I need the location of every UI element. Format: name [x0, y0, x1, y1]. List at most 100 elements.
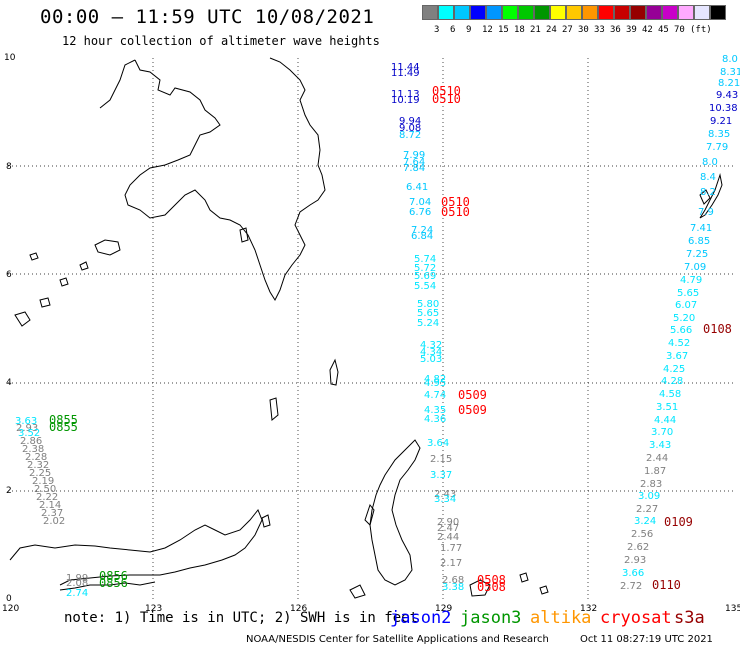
legend-label: 18: [514, 25, 525, 35]
wave-height-value: 4.95: [424, 378, 446, 389]
pass-time-labels: 0510051005100510050905090508050801080109…: [49, 84, 732, 594]
wave-height-value: 3.67: [666, 351, 688, 362]
x-tick-label: 129: [435, 604, 452, 614]
wave-height-value: 5.80: [417, 299, 439, 310]
legend-label: 12: [482, 25, 493, 35]
wave-height-value: 11.44: [391, 62, 420, 73]
wave-height-value: 4.52: [668, 338, 690, 349]
x-tick-label: 132: [580, 604, 597, 614]
wave-height-value: 3.63: [15, 416, 37, 427]
wave-height-value: 4.36: [424, 414, 446, 425]
legend-swatch: [518, 5, 534, 20]
wave-height-value: 3.34: [434, 494, 456, 505]
wave-height-value: 8.21: [718, 78, 740, 89]
legend-label: 70: [674, 25, 685, 35]
wave-height-value: 7.04: [409, 197, 431, 208]
legend-label: (ft): [690, 25, 712, 35]
wave-height-value: 1.77: [440, 543, 462, 554]
x-tick-label: 135: [725, 604, 740, 614]
wave-height-value: 5.20: [673, 313, 695, 324]
wave-height-value: 2.28: [25, 452, 47, 463]
wave-height-value: 8.4: [700, 172, 716, 183]
wave-height-value: 8.35: [708, 129, 730, 140]
legend-label: 30: [578, 25, 589, 35]
wave-height-value: 8.31: [720, 67, 740, 78]
legend-swatch: [710, 5, 726, 20]
wave-height-value: 4.58: [659, 389, 681, 400]
wave-height-value: 2.02: [43, 516, 65, 527]
wave-height-value: 2.15: [430, 454, 452, 465]
wave-height-value: 9.08: [399, 123, 421, 134]
wave-height-value: 9.94: [399, 116, 421, 127]
wave-height-value: 5.54: [414, 281, 436, 292]
legend-swatch: [550, 5, 566, 20]
wave-height-value: 3.64: [427, 438, 449, 449]
chart-subtitle: 12 hour collection of altimeter wave hei…: [62, 34, 380, 48]
wave-height-value: 3.66: [622, 568, 644, 579]
wave-height-value: 4.35: [424, 405, 446, 416]
legend-swatch: [470, 5, 486, 20]
x-tick-label: 120: [2, 604, 19, 614]
wave-height-value: 2.25: [29, 468, 51, 479]
legend-sat-cryosat: cryosat: [600, 608, 672, 628]
y-tick-label: 10: [4, 53, 16, 63]
wave-height-value: 5.74: [414, 254, 436, 265]
legend-label: 42: [642, 25, 653, 35]
y-tick-label: 2: [6, 486, 12, 496]
legend-swatch: [678, 5, 694, 20]
wave-height-value: 2.37: [41, 508, 63, 519]
pass-time-label: 0856: [99, 576, 128, 590]
wave-height-value: 2.74: [66, 588, 88, 599]
wave-height-value: 2.32: [27, 460, 49, 471]
wave-height-value: 2.93: [624, 555, 646, 566]
legend-swatch: [630, 5, 646, 20]
wave-height-value: 2.83: [640, 479, 662, 490]
wave-height-value: 2.44: [437, 532, 459, 543]
wave-height-value: 8.0: [702, 157, 718, 168]
pass-time-label: 0110: [652, 578, 681, 592]
pass-time-label: 0509: [458, 388, 487, 402]
legend-label: 39: [626, 25, 637, 35]
wave-height-value: 5.72: [414, 263, 436, 274]
generated-timestamp: Oct 11 08:27:19 UTC 2021: [580, 634, 713, 645]
units-note: note: 1) Time is in UTC; 2) SWH is in fe…: [64, 610, 419, 626]
wave-height-value: 3.24: [634, 516, 656, 527]
wave-height-value: 3.38: [442, 582, 464, 593]
legend-label: 24: [546, 25, 557, 35]
wave-height-value: 8.0: [722, 54, 738, 65]
legend-swatch: [534, 5, 550, 20]
pass-time-label: 0109: [664, 515, 693, 529]
wave-height-value: 7.79: [706, 142, 728, 153]
wave-height-value: 9.43: [716, 90, 738, 101]
legend-label: 9: [466, 25, 472, 35]
wave-height-value: 7.25: [686, 249, 708, 260]
wave-height-value: 3.37: [430, 470, 452, 481]
wave-height-value: 2.68: [442, 575, 464, 586]
legend-sat-jason3: jason3: [460, 608, 522, 628]
wave-height-value: 1.99: [66, 573, 88, 584]
wave-height-value: 7.09: [684, 262, 706, 273]
legend-label: 15: [498, 25, 509, 35]
pass-time-label: 0510: [441, 205, 470, 219]
wave-height-value: 2.50: [34, 484, 56, 495]
wave-height-value: 4.44: [654, 415, 676, 426]
legend-label: 27: [562, 25, 573, 35]
wave-height-value: 11.49: [391, 68, 420, 79]
wave-height-value: 3.09: [638, 491, 660, 502]
legend-swatch: [438, 5, 454, 20]
legend-swatch: [566, 5, 582, 20]
wave-height-value: 2.08: [66, 578, 88, 589]
credit-text: NOAA/NESDIS Center for Satellite Applica…: [246, 634, 549, 645]
legend-label: 33: [594, 25, 605, 35]
legend-label: 6: [450, 25, 456, 35]
pass-time-label: 0508: [477, 573, 506, 587]
y-tick-label: 6: [6, 270, 12, 280]
wave-height-value: 4.82: [424, 374, 446, 385]
y-tick-label: 8: [6, 162, 12, 172]
legend-sat-altika: altika: [530, 608, 592, 628]
axis-tick-labels: 120 123 126 129 132 135 0 2 4 6 8 10: [2, 53, 740, 614]
legend-labels: 3 6 9 12 15 18 21 24 27 30 33 36 39 42 45 70 (ft): [422, 25, 740, 37]
wave-height-value: 6.76: [409, 207, 431, 218]
wave-height-value: 6.84: [411, 231, 433, 242]
